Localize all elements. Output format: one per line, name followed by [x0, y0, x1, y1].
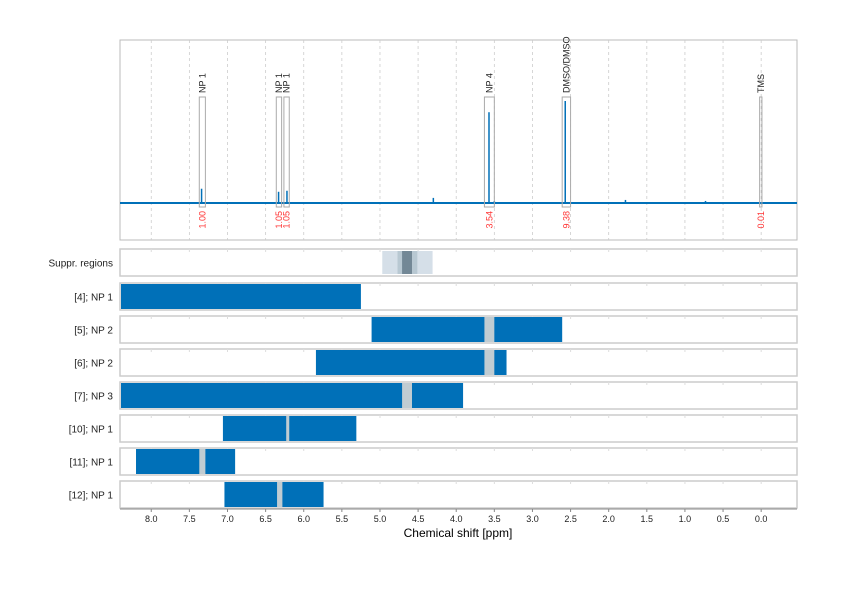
annotation-label: TMS — [756, 74, 766, 93]
x-axis: 8.0 7.5 7.0 6.5 6.0 5.5 5.0 4.5 4.0 3.5 3.0 2.5 2.0 1… — [120, 508, 797, 524]
annotation-box — [275, 96, 283, 208]
row-label-suppressed-regions: Suppr. regions — [49, 259, 114, 270]
integral-label: 0.01 — [756, 211, 766, 229]
x-axis-title: Chemical shift [ppm] — [404, 526, 513, 540]
annotation-label: NP 1 — [197, 73, 207, 93]
annotation-label: NP 1 — [282, 73, 292, 93]
x-tick-label: 8.0 — [145, 514, 158, 524]
range-bar — [224, 482, 324, 507]
range-rows: Suppr. regions [4]; NP 1 [5]; NP 2 [6]; NP … — [49, 248, 798, 509]
x-tick-label: 0.0 — [755, 514, 768, 524]
x-tick-label: 2.5 — [564, 514, 577, 524]
annotation-box — [283, 96, 290, 208]
x-tick-label: 6.0 — [297, 514, 310, 524]
range-bar — [371, 317, 563, 342]
x-tick-label: 7.5 — [183, 514, 196, 524]
annotation-label: DMSO/DMSO — [561, 36, 571, 93]
row-label: [6]; NP 2 — [74, 359, 113, 370]
annotation-label: NP 4 — [484, 73, 494, 93]
integral-label: 1.00 — [197, 211, 207, 229]
range-bar — [222, 416, 357, 441]
range-gap — [199, 449, 206, 474]
x-tick-label: 6.5 — [259, 514, 272, 524]
x-tick-label: 3.0 — [526, 514, 539, 524]
range-gap — [484, 317, 495, 342]
row-label: [11]; NP 1 — [69, 458, 113, 469]
x-tick-label: 7.0 — [221, 514, 234, 524]
row-label: [4]; NP 1 — [74, 293, 113, 304]
integral-label: 1.05 — [282, 211, 292, 229]
row-label: [12]; NP 1 — [69, 491, 114, 502]
annotation-label: NP 1 — [274, 73, 284, 93]
x-tick-label: 0.5 — [717, 514, 730, 524]
annotation-box — [198, 96, 206, 208]
range-bar — [121, 284, 361, 309]
x-tick-label: 3.5 — [488, 514, 501, 524]
annotation-box — [759, 96, 763, 208]
spectrum-frame — [119, 39, 798, 241]
x-tick-label: 4.5 — [412, 514, 425, 524]
range-gap — [402, 383, 412, 408]
integral-label: 9.38 — [561, 211, 571, 229]
row-label: [10]; NP 1 — [69, 425, 114, 436]
x-tick-label: 1.5 — [641, 514, 654, 524]
row-frame — [119, 480, 798, 509]
x-tick-label: 5.5 — [336, 514, 349, 524]
spectrum-panel: NP 1 1.00 NP 1 1.05 NP 1 1.05 NP 4 3.54 DMSO/DMS… — [119, 36, 798, 241]
x-tick-label: 2.0 — [602, 514, 615, 524]
row-frame — [119, 248, 798, 277]
integral-label: 1.05 — [274, 211, 284, 229]
row-label: [7]; NP 3 — [74, 392, 113, 403]
suppressed-band — [402, 251, 412, 274]
range-bar — [136, 449, 236, 474]
integral-label: 3.54 — [484, 211, 494, 229]
x-tick-label: 4.0 — [450, 514, 463, 524]
annotation-box — [483, 96, 495, 208]
range-bar — [315, 350, 507, 375]
range-gap — [484, 350, 495, 375]
row-frame — [119, 414, 798, 443]
annotation-box — [561, 96, 572, 208]
x-tick-label: 1.0 — [679, 514, 692, 524]
range-gap — [277, 482, 283, 507]
row-label: [5]; NP 2 — [74, 326, 113, 337]
x-tick-label: 5.0 — [374, 514, 387, 524]
range-gap — [286, 416, 290, 441]
